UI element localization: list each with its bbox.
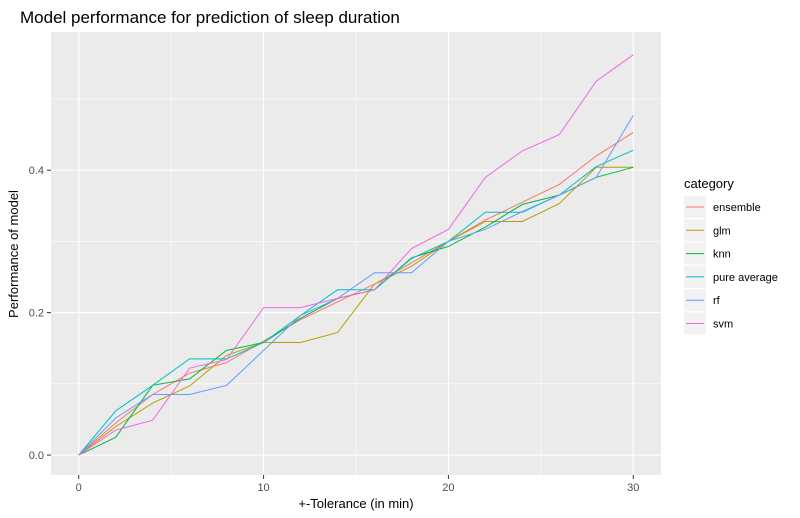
legend-label-pure-average: pure average (713, 272, 778, 284)
series-line-ensemble (78, 131, 634, 456)
grid-lines (51, 32, 661, 475)
legend-title: category (684, 176, 734, 191)
axis-ticks: 0 10 20 30 0.0 0.2 0.4 (29, 165, 640, 494)
x-tick-label: 20 (442, 482, 454, 494)
y-tick-label: 0.2 (29, 308, 44, 320)
legend-label-ensemble: ensemble (713, 202, 761, 214)
chart-title: Model performance for prediction of slee… (20, 8, 400, 27)
legend-label-glm: glm (713, 225, 731, 237)
series-lines (78, 54, 634, 456)
y-tick-label: 0.4 (29, 165, 44, 177)
x-tick-label: 10 (257, 482, 269, 494)
legend-label-rf: rf (713, 295, 721, 307)
legend-label-svm: svm (713, 319, 733, 331)
y-tick-label: 0.0 (29, 450, 44, 462)
y-axis-title: Performance of model (6, 190, 21, 318)
legend-label-knn: knn (713, 249, 731, 261)
x-axis-title: +-Tolerance (in min) (298, 496, 413, 511)
x-tick-label: 30 (627, 482, 639, 494)
x-tick-label: 0 (76, 482, 82, 494)
legend: category ensemble glm knn pure average rf svm (684, 176, 778, 335)
series-line-svm (78, 54, 634, 456)
